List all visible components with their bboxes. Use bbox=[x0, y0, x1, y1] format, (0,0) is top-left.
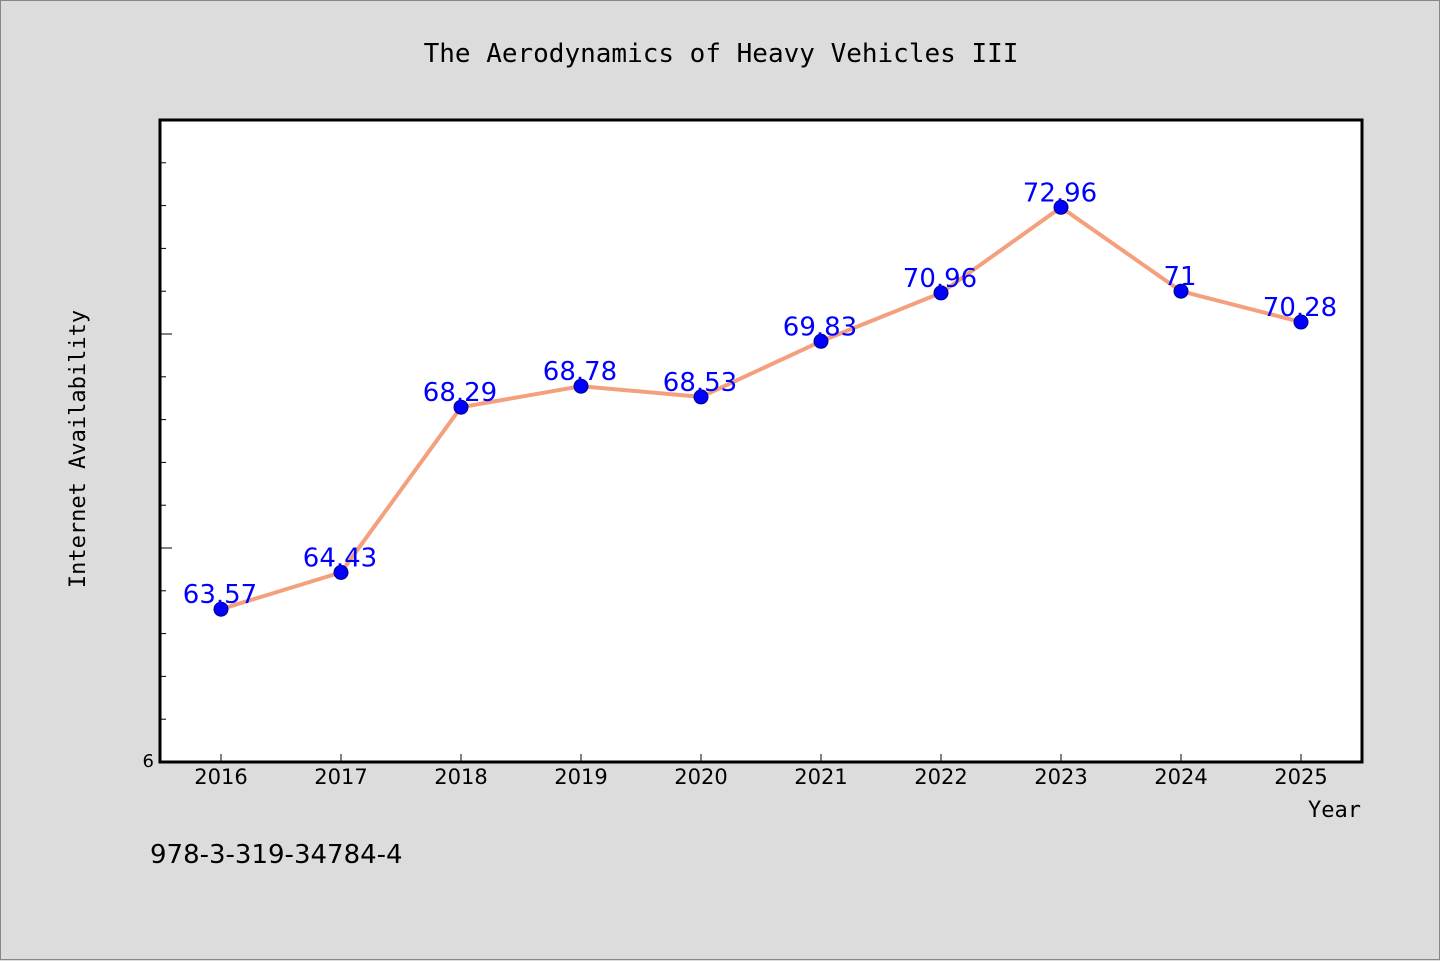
y-axis-ticks bbox=[160, 162, 172, 720]
x-tick-label: 2022 bbox=[914, 765, 967, 789]
x-tick-label: 2023 bbox=[1034, 765, 1087, 789]
x-tick-label: 2020 bbox=[674, 765, 727, 789]
data-point bbox=[1293, 314, 1309, 330]
data-label-layer: 63.57 64.43 68.29 68.78 68.53 69.83 70.96 72.96… bbox=[183, 178, 1337, 610]
data-label: 70.96 bbox=[903, 264, 977, 294]
x-tick-label: 2019 bbox=[554, 765, 607, 789]
data-point bbox=[933, 285, 949, 301]
data-label: 68.29 bbox=[423, 378, 497, 408]
data-point bbox=[1173, 283, 1189, 299]
x-tick-label: 2024 bbox=[1154, 765, 1207, 789]
data-label: 63.57 bbox=[183, 580, 257, 610]
data-label: 70.28 bbox=[1263, 293, 1337, 323]
data-label: 71 bbox=[1163, 262, 1196, 292]
y-tick-label: 6 bbox=[143, 751, 154, 772]
x-tick-label: 2025 bbox=[1274, 765, 1327, 789]
series-line bbox=[220, 205, 1302, 612]
data-point bbox=[573, 378, 589, 394]
data-label: 68.53 bbox=[663, 368, 737, 398]
x-tick-label: 2018 bbox=[434, 765, 487, 789]
y-axis-label: Internet Availability bbox=[66, 310, 91, 588]
data-point bbox=[453, 399, 469, 415]
isbn-text: 978-3-319-34784-4 bbox=[150, 840, 403, 870]
data-point bbox=[813, 333, 829, 349]
x-tick-label: 2017 bbox=[314, 765, 367, 789]
x-axis-ticks: 2016 2017 2018 2019 2020 2021 2022 2023 2024 2025 bbox=[194, 754, 1328, 789]
data-label: 64.43 bbox=[303, 543, 377, 573]
x-tick-label: 2016 bbox=[194, 765, 247, 789]
chart-title: The Aerodynamics of Heavy Vehicles III bbox=[424, 39, 1019, 69]
data-label: 68.78 bbox=[543, 357, 617, 387]
data-label: 72.96 bbox=[1023, 178, 1097, 208]
x-axis-label: Year bbox=[1308, 798, 1361, 823]
series-layer bbox=[213, 199, 1309, 617]
data-point bbox=[213, 601, 229, 617]
x-tick-label: 2021 bbox=[794, 765, 847, 789]
data-label: 69.83 bbox=[783, 312, 857, 342]
plot-area bbox=[158, 118, 1364, 764]
data-point bbox=[1053, 199, 1069, 215]
data-point bbox=[693, 389, 709, 405]
data-point bbox=[333, 564, 349, 580]
